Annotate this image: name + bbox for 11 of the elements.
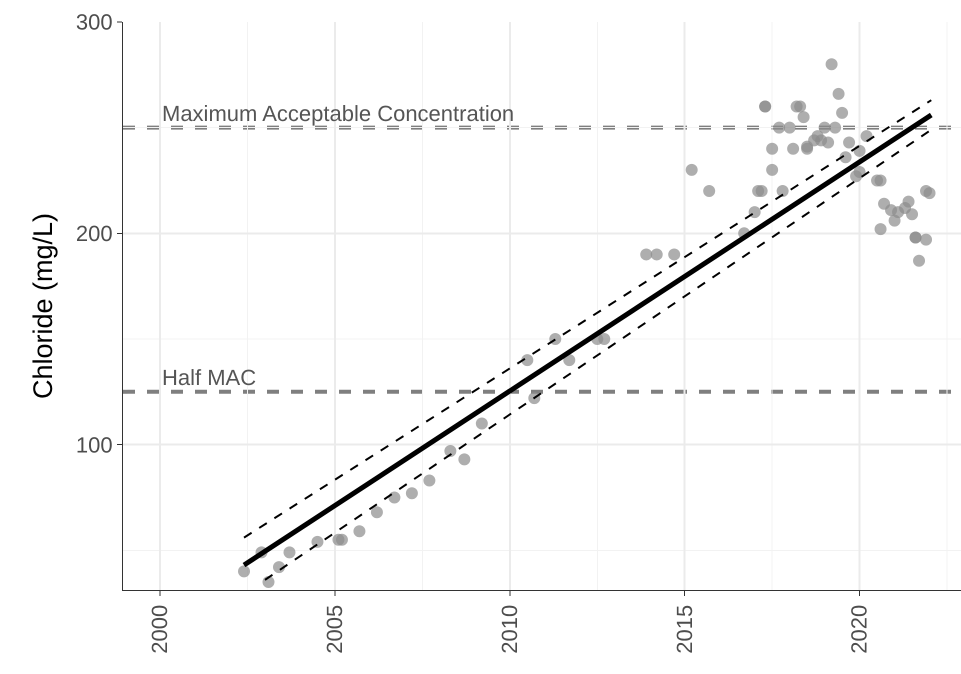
y-axis-title: Chloride (mg/L) [28, 212, 58, 400]
x-tick-label: 2015 [672, 604, 697, 654]
y-tick-label: 200 [76, 221, 113, 246]
ref-line-label: Maximum Acceptable Concentration [162, 101, 514, 126]
ref-line-label: Half MAC [162, 365, 256, 390]
x-tick-label: 2010 [496, 604, 522, 654]
x-tick-label: 2020 [846, 604, 872, 654]
y-tick-label: 100 [76, 432, 113, 458]
y-tick-label: 300 [76, 10, 113, 35]
x-tick-label: 2005 [322, 604, 348, 654]
x-tick-label: 2000 [147, 604, 172, 654]
